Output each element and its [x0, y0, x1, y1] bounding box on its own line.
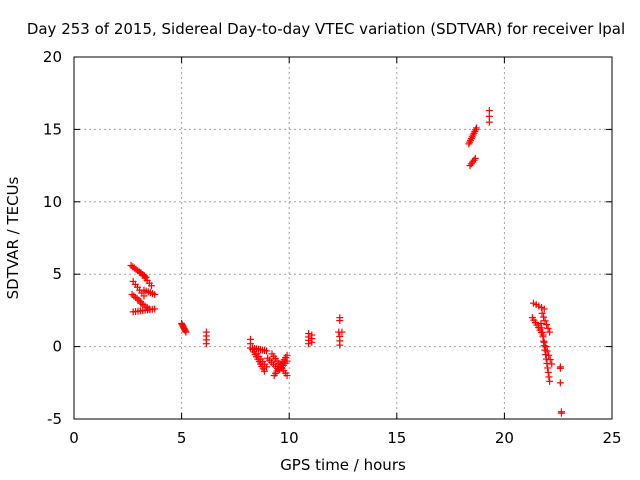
y-tick-labels: -5 0 5 10 15 20: [43, 48, 62, 428]
data-point: [471, 154, 479, 162]
data-point: [541, 317, 549, 325]
data-point: [556, 364, 564, 372]
data-point: [202, 340, 210, 348]
data-point: [542, 351, 550, 359]
y-tick-label: 0: [52, 338, 62, 356]
data-point: [283, 357, 291, 365]
data-point: [338, 328, 346, 336]
data-points: [127, 107, 565, 417]
y-axis-label: SDTVAR / TECUs: [4, 176, 22, 299]
data-point: [557, 409, 565, 417]
plot-frame: [73, 56, 613, 420]
data-point: [260, 367, 268, 375]
data-point: [182, 328, 190, 336]
x-tick-label: 25: [602, 429, 621, 447]
data-point: [538, 324, 546, 332]
y-tick-label: 20: [43, 48, 62, 66]
data-point: [543, 321, 551, 329]
x-tick-label: 5: [177, 429, 187, 447]
data-point: [545, 351, 553, 359]
data-point: [336, 341, 344, 349]
data-point: [147, 282, 155, 290]
data-point: [151, 290, 159, 298]
x-axis-label: GPS time / hours: [280, 456, 406, 474]
data-point: [540, 313, 548, 321]
data-point: [542, 343, 550, 351]
data-point: [546, 328, 554, 336]
chart-title: Day 253 of 2015, Sidereal Day-to-day VTE…: [27, 20, 625, 38]
data-point: [263, 347, 271, 355]
data-point: [263, 363, 271, 371]
data-point: [548, 360, 556, 368]
data-point: [485, 118, 493, 126]
data-point: [544, 324, 552, 332]
data-point: [336, 317, 344, 325]
data-point: [537, 319, 545, 327]
data-point: [556, 379, 564, 387]
data-point: [283, 372, 291, 380]
data-point: [544, 368, 552, 376]
data-point: [538, 328, 546, 336]
x-tick-labels: 0 5 10 15 20 25: [69, 429, 621, 447]
data-point: [546, 377, 554, 385]
data-point: [546, 356, 554, 364]
data-point: [538, 309, 546, 317]
x-tick-label: 10: [280, 429, 299, 447]
data-point: [145, 305, 153, 313]
y-tick-label: -5: [47, 410, 62, 428]
data-point: [181, 327, 189, 335]
x-tick-label: 20: [495, 429, 514, 447]
data-point: [540, 338, 548, 346]
y-tick-label: 10: [43, 193, 62, 211]
data-point: [308, 338, 316, 346]
x-tick-label: 0: [69, 429, 79, 447]
data-point: [543, 347, 551, 355]
data-point: [544, 364, 552, 372]
y-tick-label: 15: [43, 120, 62, 138]
grid: [74, 57, 612, 419]
data-point: [539, 333, 547, 341]
data-point: [305, 340, 313, 348]
data-point: [540, 305, 548, 313]
y-tick-label: 5: [52, 265, 62, 283]
x-tick-label: 15: [387, 429, 406, 447]
ticks: [73, 56, 613, 420]
data-point: [472, 124, 480, 132]
data-point: [545, 373, 553, 381]
